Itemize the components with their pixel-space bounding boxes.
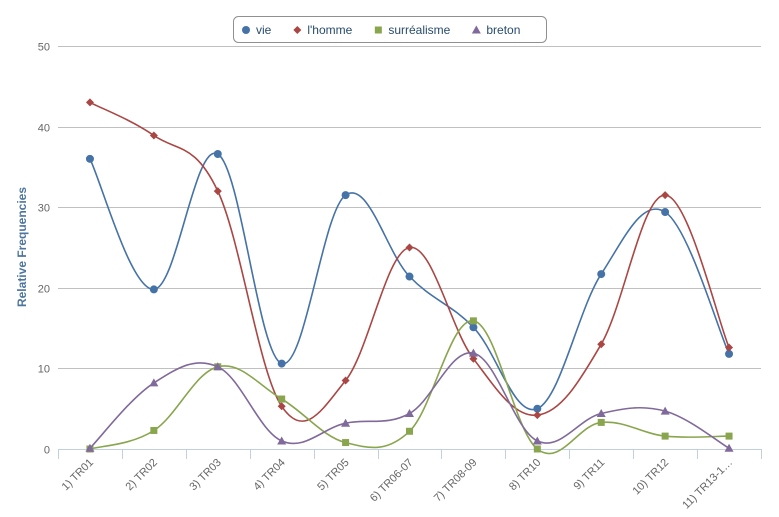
data-point-triangle[interactable] <box>213 362 223 371</box>
data-point-square[interactable] <box>725 432 733 440</box>
y-tick-label: 0 <box>44 445 50 457</box>
legend-marker-square <box>374 26 382 34</box>
data-point-circle[interactable] <box>341 191 350 200</box>
data-point-triangle[interactable] <box>724 443 734 452</box>
y-tick-label: 10 <box>38 364 50 376</box>
data-point-triangle[interactable] <box>532 436 542 445</box>
data-point-square[interactable] <box>406 427 413 435</box>
data-point-square[interactable] <box>597 418 605 426</box>
y-tick-label: 20 <box>38 284 50 296</box>
data-point-diamond[interactable] <box>533 411 542 420</box>
series-area <box>85 98 734 455</box>
x-tick-label: 5) TR05 <box>315 457 351 493</box>
data-point-circle[interactable] <box>405 272 414 281</box>
data-point-circle[interactable] <box>85 154 94 163</box>
data-point-triangle[interactable] <box>405 409 414 418</box>
data-point-triangle[interactable] <box>596 409 606 418</box>
legend-marker-circle <box>242 26 250 34</box>
data-point-square[interactable] <box>469 317 477 325</box>
data-point-triangle[interactable] <box>277 436 287 445</box>
y-axis-title: Relative Frequencies <box>15 187 29 307</box>
x-axis: 1) TR01 2) TR02 3) TR03 4) TR04 5) TR05 6) TR… <box>58 449 762 512</box>
y-tick-label: 40 <box>38 123 50 135</box>
x-tick-label: 11) TR13-1… <box>680 457 735 512</box>
x-tick-label: 8) TR10 <box>507 457 543 493</box>
data-point-circle[interactable] <box>597 270 606 279</box>
data-point-triangle[interactable] <box>149 378 159 387</box>
y-axis: 0 10 20 30 40 50 <box>38 42 50 457</box>
data-point-square[interactable] <box>278 395 286 403</box>
data-point-circle[interactable] <box>533 404 542 413</box>
x-tick-label: 4) TR04 <box>251 457 287 493</box>
series-line[interactable] <box>89 352 730 449</box>
series-breton <box>85 348 734 452</box>
legend-item[interactable]: breton <box>471 23 521 37</box>
data-point-diamond[interactable] <box>405 243 414 252</box>
data-point-diamond[interactable] <box>213 187 222 196</box>
data-point-square[interactable] <box>661 432 669 440</box>
data-point-circle[interactable] <box>149 285 158 294</box>
data-point-diamond[interactable] <box>661 191 670 200</box>
data-point-triangle[interactable] <box>660 406 670 415</box>
data-point-diamond[interactable] <box>725 343 734 352</box>
legend: vie l'homme surréalisme breton <box>233 16 547 43</box>
legend-label: surréalisme <box>388 23 450 37</box>
legend-box <box>233 16 547 43</box>
data-point-triangle[interactable] <box>341 418 351 427</box>
series-line[interactable] <box>89 101 730 422</box>
data-point-circle[interactable] <box>277 359 286 368</box>
legend-item[interactable]: vie <box>242 23 272 37</box>
data-point-circle[interactable] <box>661 208 670 217</box>
data-point-diamond[interactable] <box>597 340 606 349</box>
series-vie <box>85 150 734 413</box>
data-point-circle[interactable] <box>213 150 222 159</box>
series-line[interactable] <box>89 319 730 455</box>
y-tick-label: 30 <box>38 203 50 215</box>
data-point-diamond[interactable] <box>341 376 350 385</box>
data-point-square[interactable] <box>342 439 350 447</box>
data-point-circle[interactable] <box>469 323 478 332</box>
series-surr-alisme <box>86 317 733 455</box>
legend-item[interactable]: l'homme <box>293 23 353 37</box>
data-point-square[interactable] <box>150 426 158 434</box>
data-point-diamond[interactable] <box>469 354 478 363</box>
data-point-diamond[interactable] <box>149 131 158 140</box>
data-point-triangle[interactable] <box>468 348 478 357</box>
data-point-circle[interactable] <box>725 349 734 358</box>
x-tick-label: 6) TR06-07 <box>368 457 416 505</box>
data-point-diamond[interactable] <box>277 402 286 411</box>
legend-item[interactable]: surréalisme <box>374 23 451 37</box>
series-line[interactable] <box>89 152 730 411</box>
x-tick-label: 10) TR12 <box>630 457 671 498</box>
legend-marker-diamond <box>293 26 302 34</box>
data-point-triangle[interactable] <box>85 443 95 452</box>
x-tick-label: 2) TR02 <box>124 457 160 493</box>
x-tick-label: 7) TR08-09 <box>432 457 480 505</box>
data-point-square[interactable] <box>533 445 541 453</box>
data-point-diamond[interactable] <box>85 98 94 107</box>
x-tick-label: 1) TR01 <box>60 457 96 493</box>
series-l-homme <box>85 98 734 422</box>
legend-label: l'homme <box>307 23 352 37</box>
x-tick-label: 9) TR11 <box>571 457 607 493</box>
legend-marker-triangle <box>471 25 481 34</box>
y-tick-label: 50 <box>38 42 50 54</box>
legend-label: vie <box>256 23 272 37</box>
x-tick-label: 3) TR03 <box>187 457 223 493</box>
legend-label: breton <box>486 23 520 37</box>
